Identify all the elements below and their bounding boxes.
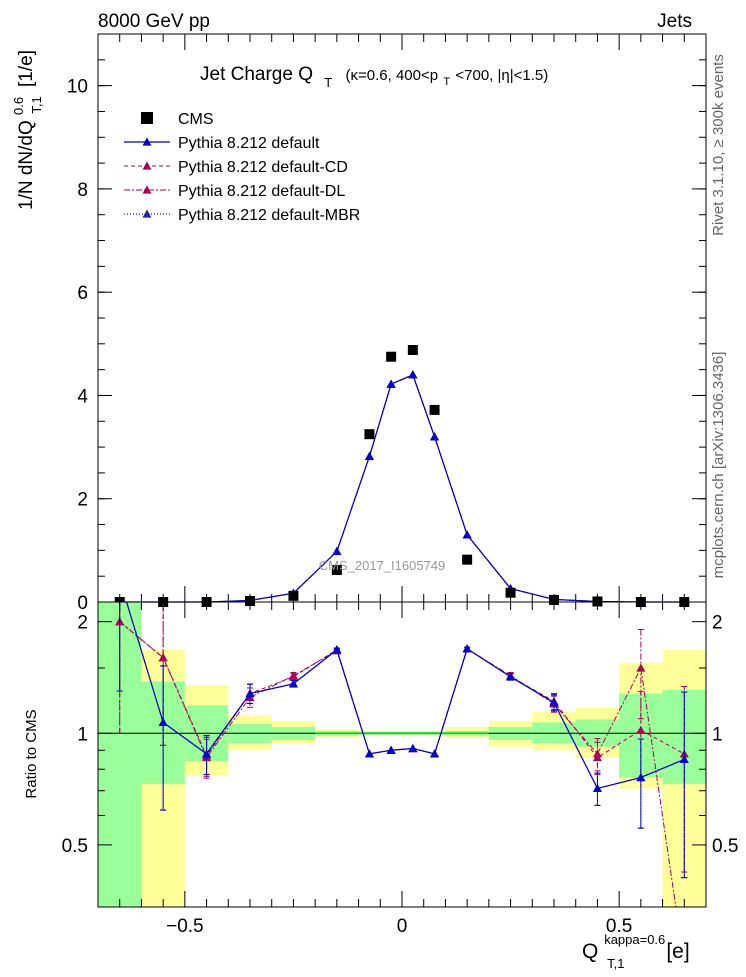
ratio-point-default — [202, 749, 212, 758]
ratio-point-default — [430, 749, 440, 758]
lower-ytick-label-right: 0.5 — [712, 836, 738, 857]
upper-ytick-label: 10 — [67, 77, 88, 98]
ratio-point-default — [408, 743, 418, 753]
ratio-point-default — [636, 772, 646, 782]
upper-point-data — [407, 345, 418, 356]
upper-point-default — [462, 530, 472, 539]
ratio-point-default — [332, 645, 342, 654]
legend-label-cd: Pythia 8.212 default-CD — [178, 159, 348, 176]
title-cond: (κ=0.6, 400<p — [346, 67, 439, 84]
upper-point-data — [462, 554, 473, 565]
upper-point-default — [364, 451, 374, 460]
ratio-point-default — [158, 717, 168, 726]
lower-series-clip — [115, 602, 689, 907]
upper-point-data — [429, 404, 440, 415]
upper-ytick-label: 2 — [77, 490, 88, 511]
lower-ytick-label: 1 — [77, 724, 88, 745]
legend: CMS Pythia 8.212 default Pythia 8.212 defa… — [124, 111, 360, 224]
ratio-line-default — [125, 602, 685, 790]
upper-ylabel-sup: 0.6 — [11, 97, 26, 115]
title-cond-sub: T — [443, 76, 450, 88]
upper-point-default — [430, 432, 440, 441]
legend-label-default: Pythia 8.212 default — [178, 135, 320, 152]
ratio-point-default — [549, 698, 559, 707]
ratio-point-cd — [158, 653, 168, 662]
upper-point-default — [408, 370, 418, 379]
title-sub: T — [324, 75, 332, 90]
upper-point-default — [332, 546, 342, 555]
lower-ytick-label: 2 — [77, 613, 88, 634]
ratio-point-cd — [288, 672, 298, 681]
lower-xlabel: Q kappa=0.6 T,1 [e] — [582, 926, 690, 972]
lower-ylabel: Ratio to CMS — [23, 709, 40, 798]
mcplots-label: mcplots.cern.ch [arXiv:1306.3436] — [710, 352, 727, 579]
upper-point-default — [386, 379, 396, 388]
legend-label-data: CMS — [178, 111, 214, 128]
upper-ylabel-unit: [1/e] — [16, 50, 37, 87]
legend-marker-default — [142, 137, 152, 146]
ratio-point-default — [592, 783, 602, 793]
ratio-point-default — [462, 644, 472, 653]
lower-xtick-label: −0.5 — [166, 916, 204, 937]
upper-ylabel: 1/N dN/dQ 0.6 T,1 [1/e] — [7, 50, 46, 210]
xlabel-sup: kappa=0.6 — [604, 932, 665, 947]
ratio-line-dl — [119, 621, 677, 907]
upper-ytick-label: 6 — [77, 283, 88, 304]
upper-ytick-label: 4 — [77, 386, 88, 407]
title-main: Jet Charge Q — [200, 64, 313, 85]
xlabel-sub: T,1 — [607, 956, 624, 971]
upper-point-data — [505, 587, 516, 598]
ratio-point-default — [364, 749, 374, 758]
lower-ytick-label: 0.5 — [62, 836, 88, 857]
header-left: 8000 GeV pp — [98, 11, 210, 32]
legend-marker-data — [141, 112, 153, 124]
lower-ytick-label-right: 2 — [712, 613, 723, 634]
ratio-point-default — [679, 754, 689, 764]
ratio-point-default — [288, 679, 298, 688]
upper-ytick-label: 8 — [77, 180, 88, 201]
ratio-point-default — [506, 672, 516, 681]
upper-ylabel-sub: T,1 — [29, 96, 44, 113]
ratio-point-default — [245, 689, 255, 698]
watermark: CMS_2017_I1605749 — [319, 558, 446, 573]
ratio-point-default — [386, 745, 396, 754]
lower-ytick-label-right: 1 — [712, 724, 723, 745]
lower-xtick-label: 0 — [397, 916, 408, 937]
title-cond-end: <700, |η|<1.5) — [455, 67, 548, 84]
xlabel-main: Q — [582, 940, 598, 963]
legend-label-dl: Pythia 8.212 default-DL — [178, 183, 345, 200]
ratio-point-dl — [636, 663, 646, 672]
ratio-point-cd — [592, 753, 602, 762]
legend-marker-cd — [142, 161, 152, 170]
chart-title: Jet Charge Q T (κ=0.6, 400<p T <700, |η|… — [200, 64, 548, 92]
lower-xtick-label: 0.5 — [606, 916, 632, 937]
legend-marker-dl — [142, 185, 152, 194]
ratio-point-cd — [636, 725, 646, 734]
upper-point-data — [364, 429, 375, 440]
upper-point-data — [331, 564, 342, 575]
upper-ytick-label: 0 — [77, 593, 88, 614]
legend-label-mbr: Pythia 8.212 default-MBR — [178, 207, 360, 224]
xlabel-unit: [e] — [666, 940, 689, 963]
rivet-label: Rivet 3.1.10, ≥ 300k events — [710, 54, 727, 236]
upper-point-data — [386, 351, 397, 362]
legend-marker-mbr — [142, 209, 152, 218]
upper-ylabel-main: 1/N dN/dQ — [16, 120, 37, 210]
header-right: Jets — [657, 11, 692, 32]
